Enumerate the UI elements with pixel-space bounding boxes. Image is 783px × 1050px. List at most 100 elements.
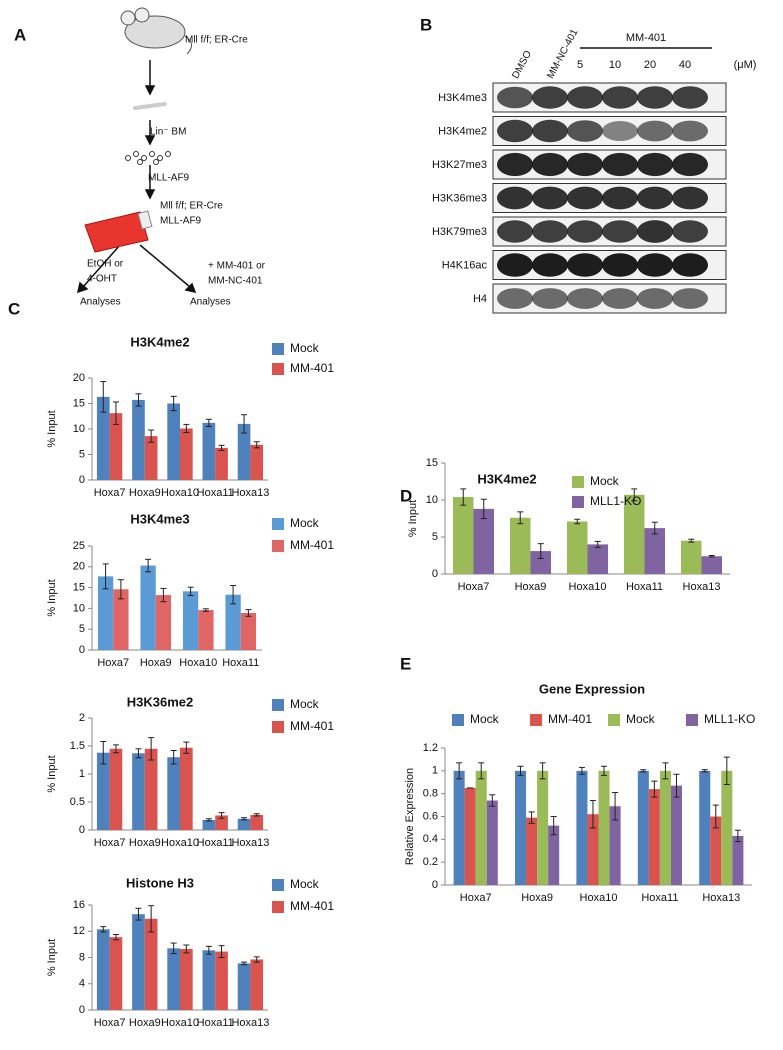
bar	[637, 770, 649, 885]
bar	[237, 818, 251, 830]
x-tick-label: Hoxa11	[197, 1017, 234, 1029]
chart-title: H3K4me3	[130, 511, 189, 526]
legend-swatch	[272, 343, 284, 355]
bar	[509, 517, 531, 574]
panel-label: B	[420, 15, 432, 34]
blot-band	[532, 186, 568, 210]
bar	[548, 825, 560, 885]
legend-swatch	[272, 879, 284, 891]
dose-label: 5	[577, 59, 583, 71]
legend-label: Mock	[290, 341, 320, 355]
legend-swatch	[272, 363, 284, 375]
x-tick-label: Hoxa13	[683, 581, 721, 593]
bar	[587, 544, 609, 574]
bar	[215, 951, 228, 1010]
bar	[215, 815, 228, 830]
legend-label: Mock	[290, 697, 320, 711]
legend-swatch	[272, 540, 284, 552]
bar	[180, 428, 193, 480]
y-tick-label: 1	[432, 765, 438, 777]
x-tick-label: Hoxa9	[521, 892, 553, 904]
blot-band	[497, 288, 533, 309]
blot-band	[532, 253, 568, 277]
bar	[202, 950, 216, 1010]
blot-band	[672, 120, 708, 142]
dose-label: 10	[609, 59, 621, 71]
blot-band	[567, 288, 603, 309]
bar	[587, 814, 599, 885]
x-tick-label: Hoxa7	[460, 892, 492, 904]
blot-band	[532, 119, 568, 143]
bar	[250, 959, 264, 1010]
legend-label: MLL1-KO	[590, 494, 641, 508]
x-tick-label: Hoxa13	[702, 892, 740, 904]
bar	[598, 770, 610, 885]
blot-band	[672, 220, 708, 243]
bar	[609, 806, 621, 885]
bar	[659, 770, 671, 885]
blot-band	[602, 86, 638, 109]
blot-band	[602, 288, 638, 309]
y-tick-label: 10	[73, 423, 85, 435]
y-axis-label: % Input	[46, 939, 58, 976]
bar	[486, 800, 498, 885]
bar	[250, 444, 264, 480]
bar	[530, 551, 552, 574]
diagram-label: Mll f/f; ER-Cre	[160, 201, 223, 212]
y-axis-label: % Input	[46, 755, 58, 792]
cell-dots	[125, 151, 171, 165]
blot-band	[567, 253, 603, 277]
bar	[140, 565, 156, 650]
bar	[237, 963, 251, 1010]
bar	[144, 436, 158, 480]
blot-band	[672, 152, 708, 177]
blot-band	[672, 253, 708, 277]
blot-band	[497, 253, 533, 277]
y-tick-label: 25	[73, 540, 85, 552]
y-tick-label: 2	[79, 712, 85, 724]
y-tick-label: 5	[79, 448, 85, 460]
legend-swatch	[272, 518, 284, 530]
y-tick-label: 0	[432, 568, 438, 580]
bar	[240, 612, 257, 650]
y-tick-label: 15	[73, 397, 85, 409]
x-tick-label: Hoxa7	[94, 837, 126, 849]
y-axis-label: % Input	[407, 500, 419, 537]
bar	[464, 787, 476, 885]
y-tick-label: 8	[79, 951, 85, 963]
bar	[198, 610, 214, 650]
lane-label: DMSO	[510, 49, 534, 81]
y-tick-label: 15	[426, 457, 438, 469]
x-tick-label: Hoxa7	[458, 581, 490, 593]
legend-label: MM-401	[290, 538, 334, 552]
x-tick-label: Hoxa11	[197, 837, 234, 849]
blot-band	[637, 120, 673, 142]
x-tick-label: Hoxa7	[97, 657, 129, 669]
bone-icon	[133, 102, 167, 110]
legend-label: MLL1-KO	[704, 712, 755, 726]
y-tick-label: 0	[79, 824, 85, 836]
lane-label: MM-NC-401	[545, 27, 580, 81]
blot-band	[637, 220, 673, 243]
legend-label: Mock	[290, 877, 320, 891]
legend-swatch	[530, 714, 542, 726]
bar	[202, 819, 216, 830]
bar	[132, 914, 145, 1010]
y-tick-label: 0	[79, 474, 85, 486]
bar	[680, 540, 702, 574]
bar	[623, 494, 645, 574]
flask-icon	[84, 211, 149, 253]
row-label: H3K79me3	[432, 226, 487, 238]
bar	[96, 396, 110, 480]
legend-label: MM-401	[290, 719, 334, 733]
legend-swatch	[572, 496, 584, 508]
x-tick-label: Hoxa10	[569, 581, 607, 593]
row-label: H3K36me3	[432, 192, 487, 204]
mouse-ear	[120, 10, 136, 26]
dose-label: 40	[679, 59, 691, 71]
y-tick-label: 1.2	[423, 742, 438, 754]
bar	[648, 789, 660, 885]
blot-band	[602, 121, 638, 141]
y-axis-label: % Input	[46, 410, 58, 447]
